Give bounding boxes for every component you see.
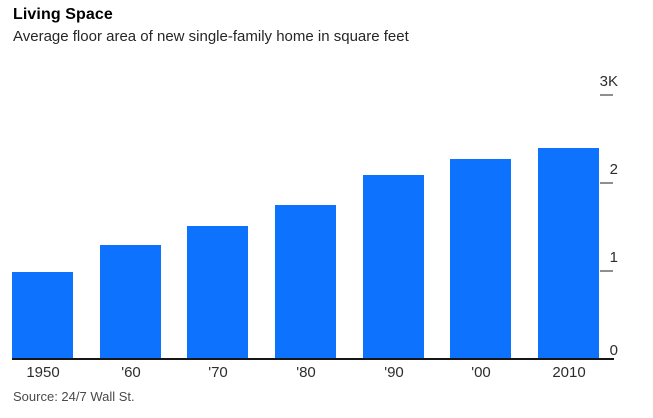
bar-90: [363, 175, 424, 358]
x-axis-label: '90: [384, 364, 404, 381]
bar-2010: [538, 148, 599, 358]
x-axis-label: '80: [296, 364, 316, 381]
y-axis-label: 2: [609, 161, 618, 178]
y-axis-label: 1: [609, 249, 618, 266]
y-tick-mark: [600, 182, 613, 184]
bar-80: [275, 205, 336, 358]
source-note: Source: 24/7 Wall St.: [13, 389, 135, 404]
bar-60: [100, 245, 161, 358]
x-axis-label: 1950: [26, 364, 60, 381]
x-axis-label: '00: [471, 364, 491, 381]
chart-subtitle: Average floor area of new single-family …: [13, 28, 409, 45]
y-tick-mark: [600, 94, 613, 96]
x-axis-line: [12, 358, 614, 360]
bar-1950: [12, 272, 73, 358]
chart-title: Living Space: [13, 6, 113, 23]
y-axis-label: 3K: [599, 73, 618, 90]
y-axis-label: 0: [609, 342, 618, 359]
bar-70: [187, 226, 248, 358]
x-axis-label: '70: [208, 364, 228, 381]
x-axis-label: 2010: [552, 364, 586, 381]
y-tick-mark: [600, 270, 613, 272]
bar-00: [450, 159, 511, 358]
x-axis-label: '60: [121, 364, 141, 381]
